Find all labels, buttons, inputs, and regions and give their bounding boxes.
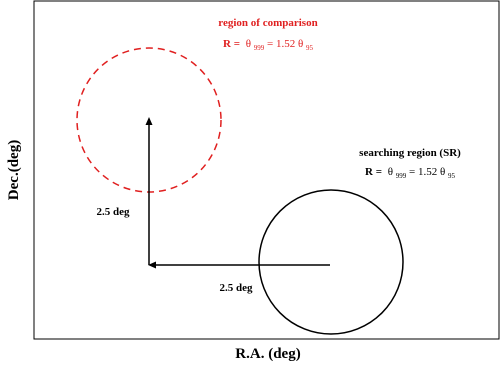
searching-region-circle [258,189,404,335]
horizontal-arrow-label: 2.5 deg [220,282,254,294]
plot-frame [33,0,500,340]
searching-region-formula: R = θ 999 = 1.52 θ 95 [365,166,456,181]
searching-formula-theta2: θ [440,166,445,178]
searching-formula-theta1: θ [388,166,393,178]
x-axis-label: R.A. (deg) [235,346,300,362]
searching-region-title: searching region (SR) [359,147,461,159]
searching-formula-lhs: R = [365,166,382,178]
searching-formula-sub1: 999 [396,172,407,180]
comparison-region-formula: R = θ 999 = 1.52 θ 95 [223,38,314,53]
comparison-formula-theta2: θ [298,38,303,50]
searching-formula-mid: = 1.52 [409,166,440,178]
comparison-region-title: region of comparison [218,17,317,29]
y-axis-label: Dec.(deg) [6,140,22,200]
comparison-formula-sub2: 95 [306,44,314,52]
comparison-formula-theta1: θ [246,38,251,50]
horizontal-arrow-head [148,261,156,269]
vertical-arrow-label: 2.5 deg [97,206,131,218]
comparison-formula-lhs: R = [223,38,240,50]
comparison-formula-mid: = 1.52 [267,38,298,50]
vertical-arrow-head [145,117,153,125]
searching-formula-sub2: 95 [448,172,456,180]
comparison-formula-sub1: 999 [254,44,265,52]
